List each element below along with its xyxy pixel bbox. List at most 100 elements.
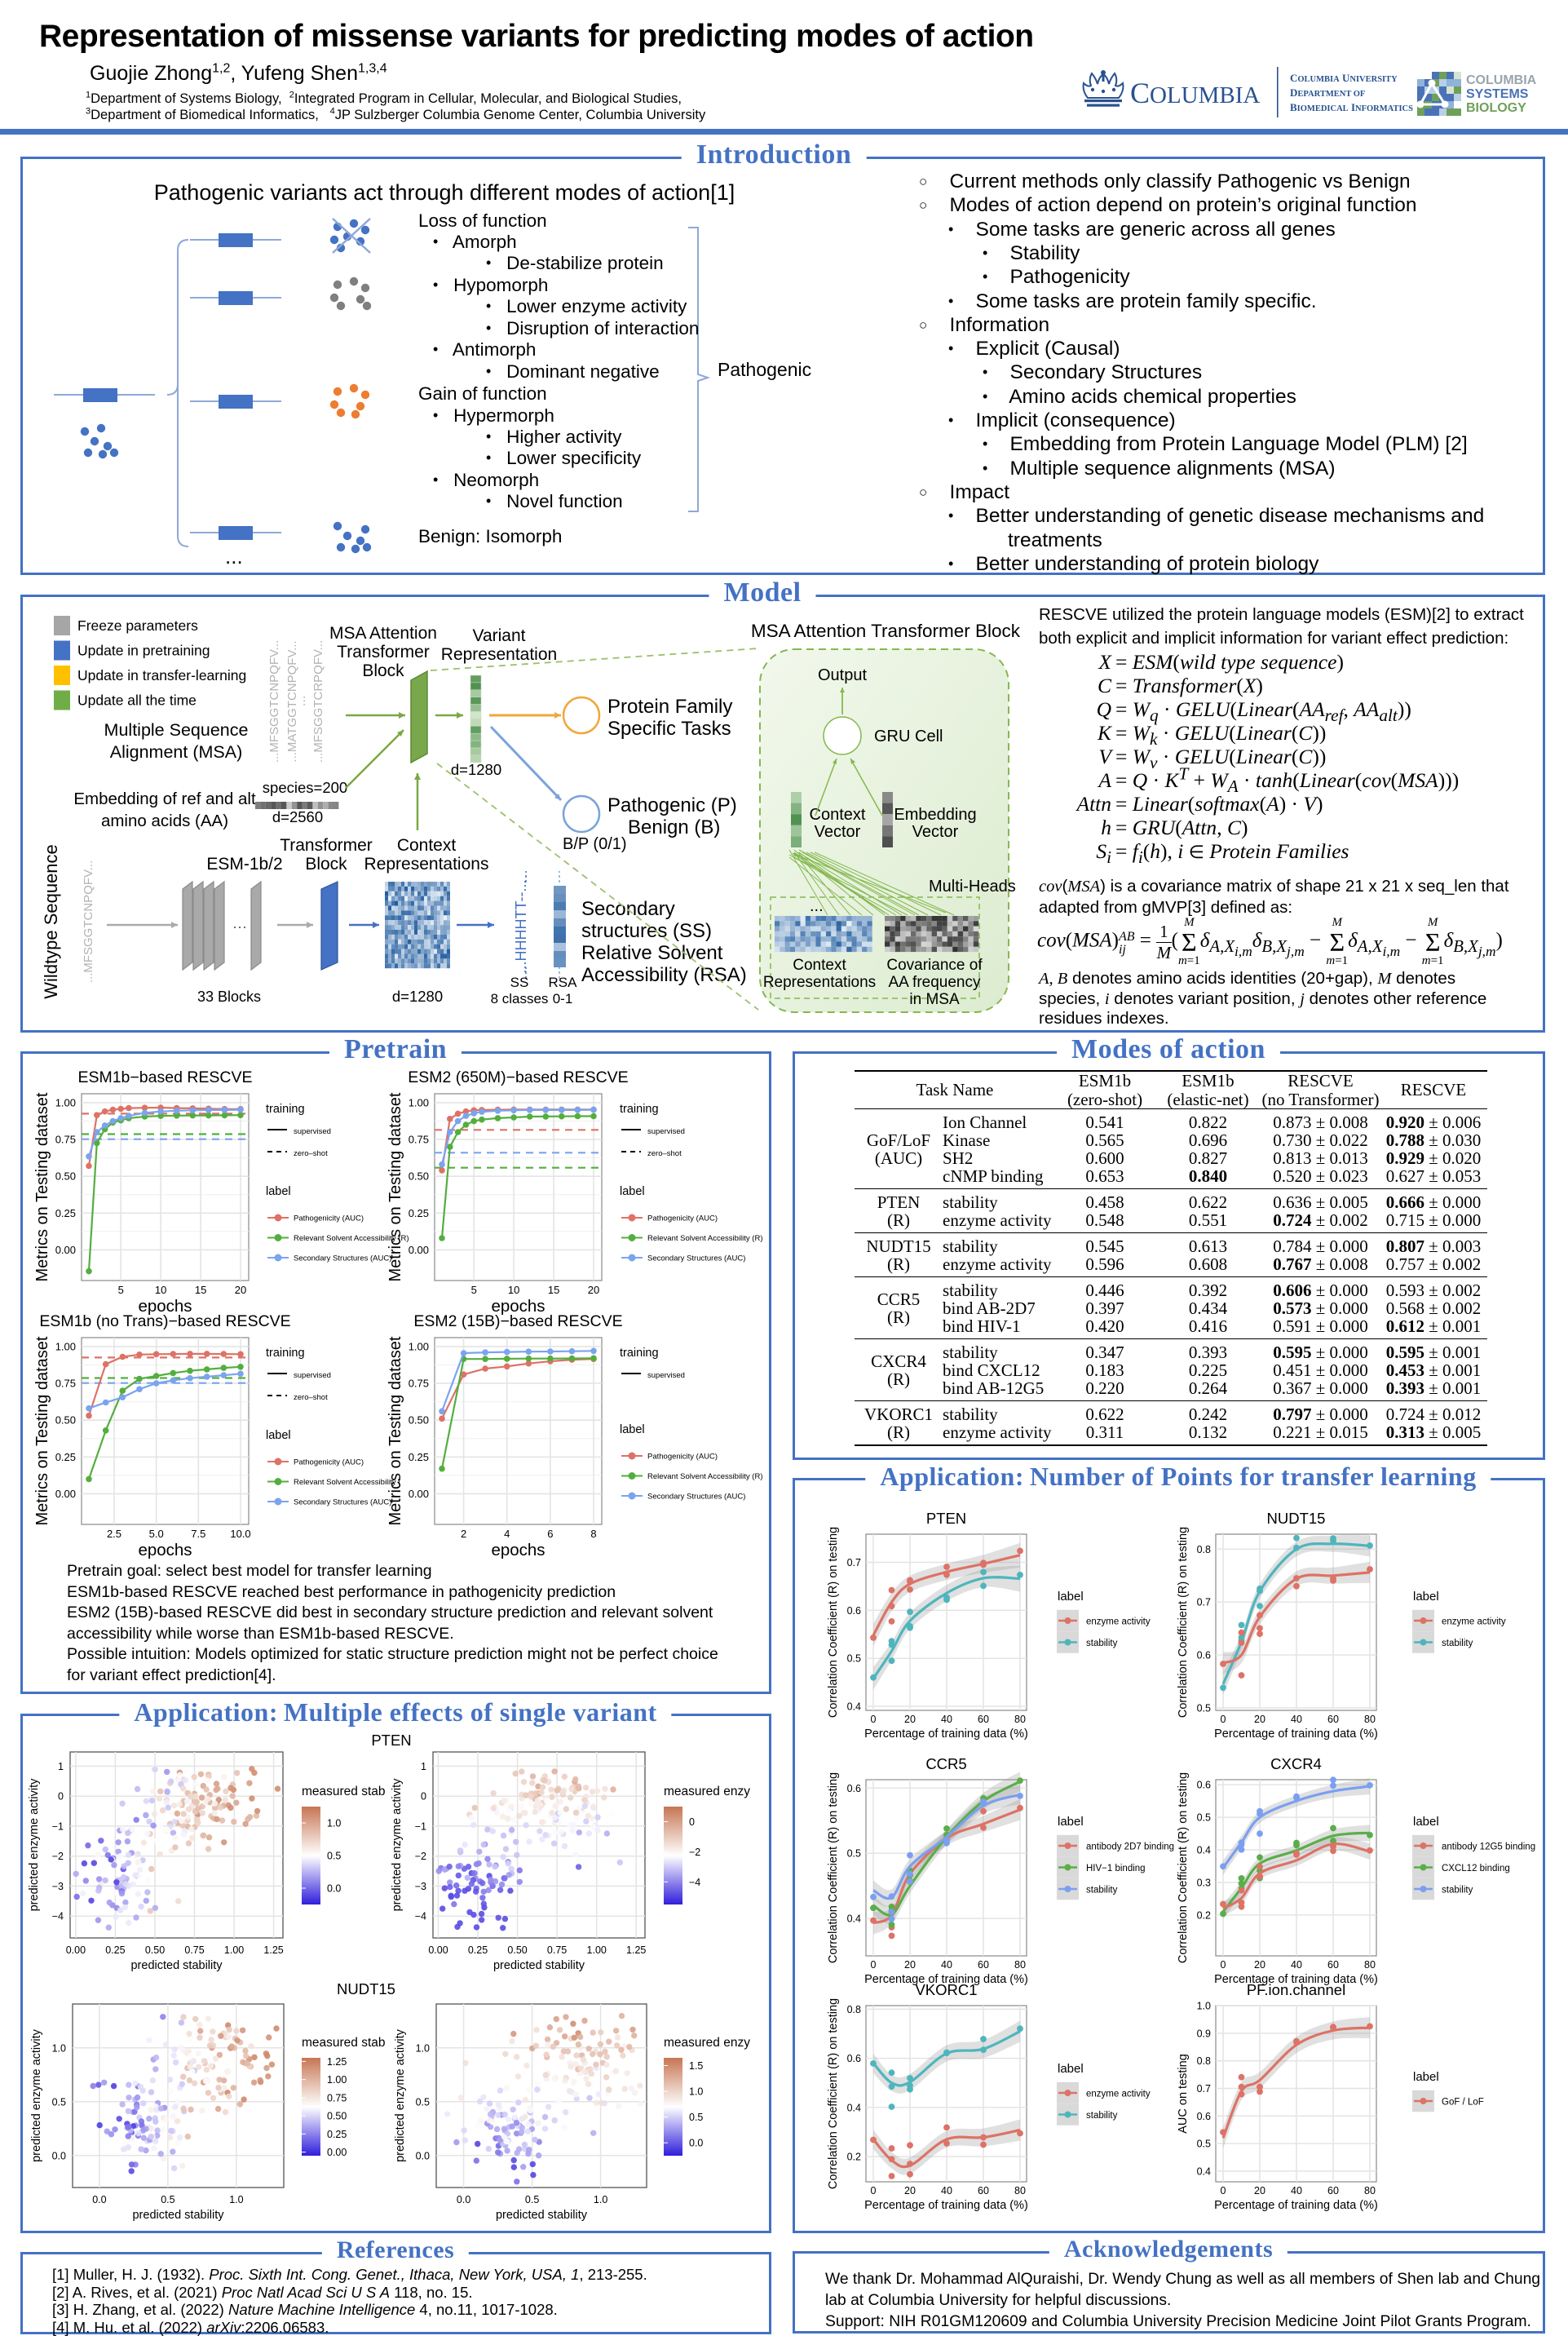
svg-text:label: label xyxy=(1058,1815,1084,1829)
svg-text:40: 40 xyxy=(1291,1714,1302,1725)
svg-text:PTEN: PTEN xyxy=(371,1732,411,1749)
svg-text:stability: stability xyxy=(1086,2111,1118,2121)
svg-text:2: 2 xyxy=(461,1528,466,1540)
svg-text:80: 80 xyxy=(1364,1714,1376,1725)
svg-text:ESM1b (no Trans)−based RESCVE: ESM1b (no Trans)−based RESCVE xyxy=(39,1312,290,1330)
svg-text:0.50: 0.50 xyxy=(409,1414,429,1427)
svg-text:20: 20 xyxy=(904,1959,916,1971)
svg-text:40: 40 xyxy=(941,2185,952,2196)
svg-text:stability: stability xyxy=(1442,1639,1473,1648)
svg-text:Pathogenicity (AUC): Pathogenicity (AUC) xyxy=(294,1214,364,1223)
svg-text:1.25: 1.25 xyxy=(327,2056,347,2068)
svg-text:Representation: Representation xyxy=(441,645,557,664)
svg-text:0.25: 0.25 xyxy=(55,1451,76,1463)
svg-text:−4: −4 xyxy=(415,1911,426,1922)
svg-text:training: training xyxy=(620,1103,659,1116)
svg-text:0.6: 0.6 xyxy=(1197,1650,1211,1661)
svg-text:Update in transfer-learning: Update in transfer-learning xyxy=(77,667,246,683)
svg-text:1.0: 1.0 xyxy=(689,2086,703,2098)
svg-text:0.4: 0.4 xyxy=(1197,1845,1211,1856)
svg-text:COLUMBIA: COLUMBIA xyxy=(1466,73,1537,87)
svg-text:20: 20 xyxy=(1254,1714,1265,1725)
svg-text:...MATGGTCNPQFV...: ...MATGGTCNPQFV... xyxy=(285,640,299,762)
svg-text:label: label xyxy=(1058,1590,1084,1604)
svg-text:AA frequency: AA frequency xyxy=(888,974,981,991)
svg-text:0.6: 0.6 xyxy=(847,1783,861,1794)
svg-text:Secondary Structures (AUC): Secondary Structures (AUC) xyxy=(647,1254,745,1263)
svg-text:Freeze parameters: Freeze parameters xyxy=(77,617,198,634)
svg-text:0.50: 0.50 xyxy=(327,2111,347,2122)
svg-text:Percentage of training data (%: Percentage of training data (%) xyxy=(864,2199,1028,2212)
svg-text:AUC on testing: AUC on testing xyxy=(1177,2054,1190,2134)
svg-text:Metrics on Testing dataset: Metrics on Testing dataset xyxy=(33,1336,51,1525)
svg-text:80: 80 xyxy=(1014,2185,1026,2196)
svg-text:0: 0 xyxy=(689,1816,695,1828)
svg-text:...HHHHTT--...: ...HHHHTT--... xyxy=(513,880,529,974)
svg-text:stability: stability xyxy=(1442,1886,1473,1896)
svg-text:CXCL12 binding: CXCL12 binding xyxy=(1442,1864,1510,1873)
svg-text:1.0: 1.0 xyxy=(52,2042,66,2054)
svg-text:0.0: 0.0 xyxy=(92,2194,106,2205)
svg-text:0.5: 0.5 xyxy=(525,2194,539,2205)
svg-text:Representations: Representations xyxy=(364,855,489,874)
svg-text:0.5: 0.5 xyxy=(1197,2139,1211,2150)
svg-text:Metrics on Testing dataset: Metrics on Testing dataset xyxy=(386,1336,404,1525)
svg-text:0.75: 0.75 xyxy=(55,1378,76,1390)
svg-text:0.25: 0.25 xyxy=(409,1207,429,1219)
svg-text:−4: −4 xyxy=(52,1911,64,1922)
svg-text:0.0: 0.0 xyxy=(327,1883,341,1895)
svg-text:Block: Block xyxy=(305,855,347,874)
svg-text:Transformer: Transformer xyxy=(337,643,430,661)
svg-text:stability: stability xyxy=(1086,1639,1118,1648)
svg-text:−4: −4 xyxy=(689,1877,700,1888)
svg-text:4: 4 xyxy=(504,1528,510,1540)
svg-text:1.0: 1.0 xyxy=(229,2194,243,2205)
svg-text:label: label xyxy=(266,1429,291,1442)
svg-text:label: label xyxy=(1058,2062,1084,2076)
svg-text:Relevant Solvent Accessibility: Relevant Solvent Accessibility ( xyxy=(294,1478,401,1487)
svg-text:enzyme activity: enzyme activity xyxy=(1442,1617,1506,1627)
svg-text:···: ··· xyxy=(232,918,247,935)
svg-text:supervised: supervised xyxy=(647,1371,685,1380)
svg-text:Embedding of ref and alt: Embedding of ref and alt xyxy=(73,790,256,808)
svg-text:stability: stability xyxy=(1086,1886,1118,1896)
svg-text:Pathogenicity (AUC): Pathogenicity (AUC) xyxy=(647,1214,718,1223)
svg-text:0: 0 xyxy=(1221,1959,1226,1971)
svg-text:1.00: 1.00 xyxy=(409,1340,429,1352)
svg-text:0.00: 0.00 xyxy=(55,1488,76,1500)
svg-text:RSA: RSA xyxy=(549,975,578,990)
svg-text:...: ... xyxy=(225,544,243,568)
svg-text:HIV−1 binding: HIV−1 binding xyxy=(1086,1864,1146,1873)
svg-text:60: 60 xyxy=(1327,1714,1339,1725)
svg-text:0.7: 0.7 xyxy=(847,1557,861,1568)
svg-text:zero–shot: zero–shot xyxy=(647,1149,682,1158)
svg-text:...: ... xyxy=(294,696,308,706)
svg-text:0.6: 0.6 xyxy=(1197,1780,1211,1791)
svg-text:CXCR4: CXCR4 xyxy=(1270,1755,1322,1772)
svg-text:Update all the time: Update all the time xyxy=(77,692,197,709)
svg-text:1.5: 1.5 xyxy=(689,2060,703,2072)
svg-text:0.2: 0.2 xyxy=(1197,1909,1211,1921)
svg-text:0.50: 0.50 xyxy=(145,1944,165,1956)
svg-text:PTEN: PTEN xyxy=(926,1510,966,1527)
svg-text:0.7: 0.7 xyxy=(1197,1597,1211,1608)
svg-text:0.25: 0.25 xyxy=(409,1451,429,1463)
svg-text:0.8: 0.8 xyxy=(1197,1544,1211,1555)
svg-text:predicted stability: predicted stability xyxy=(132,2209,224,2222)
svg-text:measured enzy: measured enzy xyxy=(664,1785,750,1798)
svg-text:10: 10 xyxy=(155,1284,166,1296)
svg-text:0.5: 0.5 xyxy=(52,2096,66,2108)
svg-text:Relative Solvent: Relative Solvent xyxy=(581,942,723,964)
svg-text:−1: −1 xyxy=(52,1820,64,1832)
svg-text:0.8: 0.8 xyxy=(1197,2055,1211,2067)
svg-text:NUDT15: NUDT15 xyxy=(337,1980,395,1997)
svg-text:0.25: 0.25 xyxy=(105,1944,125,1956)
svg-text:zero–shot: zero–shot xyxy=(294,1393,328,1402)
svg-text:CCR5: CCR5 xyxy=(925,1755,966,1772)
svg-text:GoF / LoF: GoF / LoF xyxy=(1442,2098,1484,2108)
svg-text:1: 1 xyxy=(58,1761,64,1772)
svg-text:Embedding: Embedding xyxy=(894,806,976,824)
svg-text:0: 0 xyxy=(871,2185,877,2196)
svg-text:Covariance of: Covariance of xyxy=(886,957,983,974)
svg-text:Percentage of training data (%: Percentage of training data (%) xyxy=(1214,1727,1378,1741)
